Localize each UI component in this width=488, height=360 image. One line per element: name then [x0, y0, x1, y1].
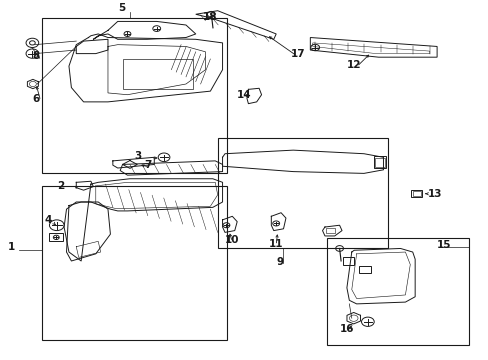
Bar [358, 266, 370, 274]
Text: 18: 18 [203, 12, 217, 22]
Bar [217, 138, 387, 248]
Bar [342, 257, 353, 265]
Text: 3: 3 [135, 151, 142, 161]
Bar [122, 59, 193, 89]
Bar [42, 186, 227, 339]
Text: 12: 12 [346, 60, 361, 70]
Bar [49, 233, 63, 241]
Text: 10: 10 [224, 235, 239, 245]
Text: 1: 1 [8, 242, 15, 252]
Text: 11: 11 [268, 239, 283, 249]
Text: 6: 6 [32, 94, 40, 104]
Text: 14: 14 [237, 90, 251, 100]
Bar [410, 190, 421, 197]
Bar [326, 228, 334, 233]
Bar [42, 18, 227, 174]
Text: 5: 5 [118, 3, 125, 13]
Text: 16: 16 [339, 324, 353, 334]
Text: 15: 15 [436, 240, 451, 251]
Text: 13: 13 [427, 189, 441, 199]
Text: 4: 4 [44, 215, 52, 225]
Bar [327, 238, 468, 345]
Text: 17: 17 [290, 49, 305, 59]
Text: 2: 2 [57, 181, 64, 192]
Text: 9: 9 [276, 257, 283, 266]
Bar [412, 191, 420, 195]
Bar [373, 156, 386, 168]
Text: 8: 8 [32, 51, 40, 61]
Bar [374, 158, 385, 167]
Text: 7: 7 [144, 160, 152, 170]
